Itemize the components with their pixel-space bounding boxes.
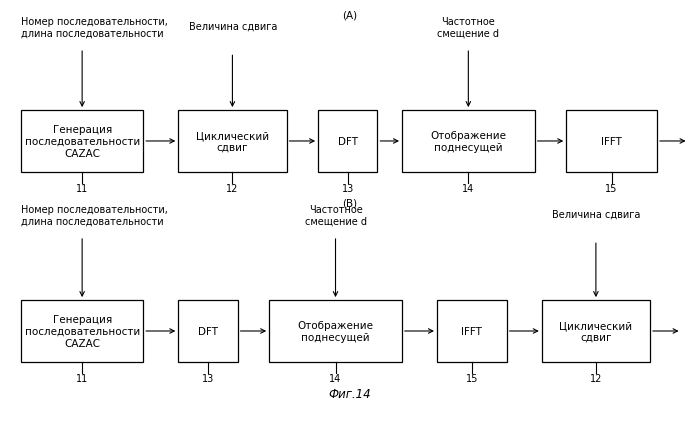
Text: 12: 12 xyxy=(226,183,238,193)
Text: 13: 13 xyxy=(202,373,214,383)
Bar xyxy=(178,300,238,362)
Text: 11: 11 xyxy=(76,373,88,383)
Text: Циклический
сдвиг: Циклический сдвиг xyxy=(196,131,269,153)
Text: Величина сдвига: Величина сдвига xyxy=(189,21,277,31)
Text: DFT: DFT xyxy=(338,137,358,147)
Text: 15: 15 xyxy=(466,373,478,383)
Text: Отображение
поднесущей: Отображение поднесущей xyxy=(298,320,373,342)
Text: Величина сдвига: Величина сдвига xyxy=(552,209,640,219)
Text: (A): (A) xyxy=(342,11,357,20)
Text: Частотное
смещение d: Частотное смещение d xyxy=(438,17,499,39)
Text: Генерация
последовательности
CAZAC: Генерация последовательности CAZAC xyxy=(24,315,140,348)
Text: 12: 12 xyxy=(590,373,602,383)
Text: DFT: DFT xyxy=(198,326,218,336)
Text: IFFT: IFFT xyxy=(461,326,482,336)
Bar xyxy=(178,111,287,173)
Text: Номер последовательности,
длина последовательности: Номер последовательности, длина последов… xyxy=(21,17,168,39)
Bar xyxy=(21,300,143,362)
Text: 14: 14 xyxy=(329,373,342,383)
Bar xyxy=(402,111,535,173)
Text: 14: 14 xyxy=(462,183,475,193)
Bar xyxy=(318,111,377,173)
Text: Номер последовательности,
длина последовательности: Номер последовательности, длина последов… xyxy=(21,204,168,226)
Text: Циклический
сдвиг: Циклический сдвиг xyxy=(559,320,633,342)
Bar xyxy=(566,111,657,173)
Text: 13: 13 xyxy=(342,183,354,193)
Bar xyxy=(437,300,507,362)
Text: Фиг.14: Фиг.14 xyxy=(329,388,370,400)
Text: Генерация
последовательности
CAZAC: Генерация последовательности CAZAC xyxy=(24,125,140,158)
Text: Отображение
поднесущей: Отображение поднесущей xyxy=(431,131,506,153)
Bar xyxy=(269,300,402,362)
Text: IFFT: IFFT xyxy=(601,137,622,147)
Text: 11: 11 xyxy=(76,183,88,193)
Bar xyxy=(21,111,143,173)
Bar xyxy=(542,300,650,362)
Text: (B): (B) xyxy=(342,198,357,208)
Text: 15: 15 xyxy=(605,183,618,193)
Text: Частотное
смещение d: Частотное смещение d xyxy=(305,204,366,226)
